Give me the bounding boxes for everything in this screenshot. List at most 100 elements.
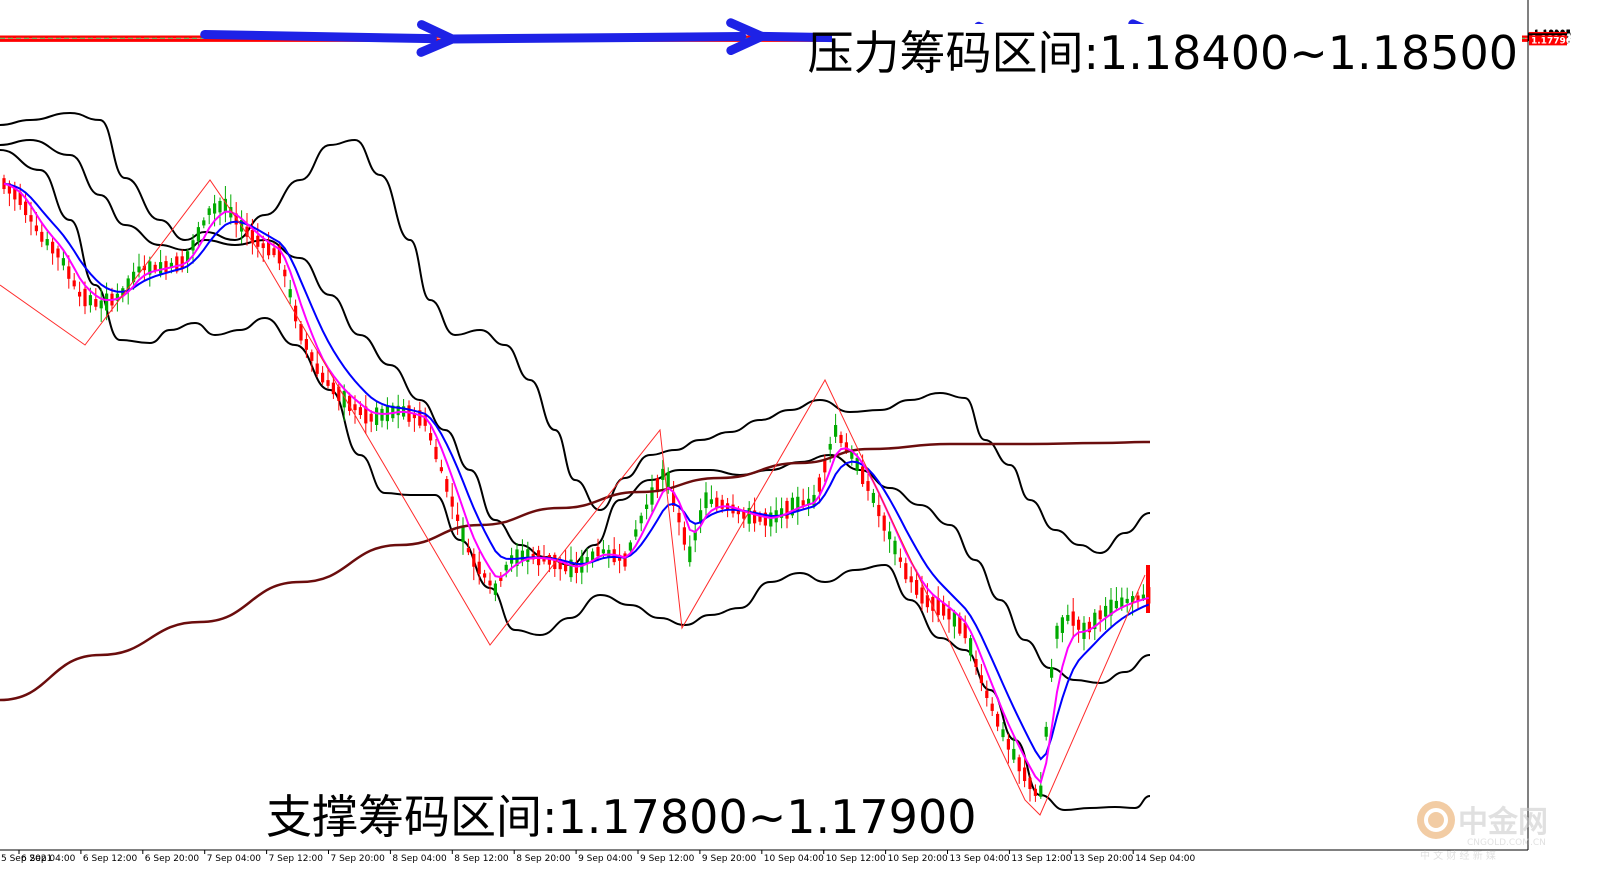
bull-candle-body [666, 472, 670, 490]
bear-candle-body [942, 602, 946, 616]
slow-moving-average [0, 440, 1151, 702]
x-tick-label: 10 Sep 12:00 [826, 854, 886, 864]
bull-candle-body [790, 497, 794, 516]
watermark-en: CNGOLD.COM.CN [1467, 838, 1546, 848]
bull-candle-body [709, 499, 713, 504]
bear-candle-body [78, 291, 82, 297]
bear-candle-body [56, 248, 60, 258]
bull-candle-body [186, 251, 190, 262]
bear-candle-body [456, 514, 460, 521]
bull-candle-body [137, 266, 141, 273]
bear-candle-body [1136, 595, 1140, 601]
x-tick-label: 13 Sep 04:00 [950, 854, 1010, 864]
watermark-sub: 中 文 财 经 新 媒 [1420, 849, 1496, 862]
bear-candle-body [979, 675, 983, 684]
bear-candle-body [958, 615, 962, 634]
watermark-cn: 中金网 [1458, 805, 1548, 840]
bear-candle-body [472, 553, 476, 567]
bull-candle-body [169, 262, 173, 268]
bull-candle-body [871, 492, 875, 503]
watermark-logo: 中金网 CNGOLD.COM.CN 中 文 财 经 新 媒 [1417, 801, 1548, 862]
bear-candle-body [72, 280, 76, 287]
bull-candle-body [969, 638, 973, 656]
x-tick-label: 14 Sep 04:00 [1135, 854, 1195, 864]
bear-candle-body [180, 256, 184, 270]
bear-candle-body [564, 561, 568, 572]
bear-candle-body [936, 598, 940, 616]
bull-candle-body [952, 612, 956, 627]
bull-candle-body [661, 468, 665, 480]
bull-candle-body [704, 492, 708, 509]
bull-candle-body [888, 531, 892, 540]
trend-arrow-up-1-shaft [447, 32, 747, 44]
bull-candle-body [834, 425, 838, 437]
bear-candle-body [13, 187, 17, 200]
bear-candle-body [407, 405, 411, 422]
bear-candle-body [153, 264, 157, 272]
bear-candle-body [920, 587, 924, 604]
bear-candle-body [963, 623, 967, 639]
x-tick-label: 13 Sep 12:00 [1011, 854, 1071, 864]
bear-candle-body [877, 504, 881, 517]
bull-candle-body [650, 487, 654, 505]
bull-candle-body [796, 496, 800, 512]
bollinger-middle-band [0, 138, 1151, 685]
bear-candle-body [348, 395, 352, 411]
bull-candle-body [585, 557, 589, 564]
bull-candle-body [493, 583, 497, 595]
bear-candle-body [866, 481, 870, 491]
bull-candle-body [61, 258, 65, 266]
bull-candle-body [807, 498, 811, 505]
bull-candle-body [1131, 596, 1135, 603]
support-price-badge-bg [1529, 35, 1567, 46]
bear-candle-body [94, 299, 98, 307]
bull-candle-body [893, 540, 897, 555]
bear-candle-body [898, 557, 902, 562]
trend-arrow-down-1-shaft [200, 29, 437, 44]
bull-candle-body [526, 549, 530, 562]
bull-candle-body [213, 203, 217, 214]
bear-candle-body [1087, 621, 1091, 633]
bear-candle-body [34, 225, 38, 232]
bull-candle-body [850, 451, 854, 459]
x-tick-label: 8 Sep 12:00 [454, 854, 509, 864]
bear-candle-body [1033, 788, 1037, 796]
bear-candle-body [304, 339, 308, 350]
bear-candle-body [915, 579, 919, 595]
bull-candle-body [688, 546, 692, 563]
bollinger-lower-band [0, 149, 1151, 812]
bull-candle-body [148, 261, 152, 275]
bull-candle-body [218, 200, 222, 213]
bull-candle-body [126, 278, 130, 291]
bull-candle-body [1060, 617, 1064, 633]
bear-candle-body [261, 243, 265, 249]
bull-candle-body [1039, 785, 1043, 797]
bull-candle-body [115, 293, 119, 301]
bull-candle-body [634, 529, 638, 537]
bear-candle-body [925, 595, 929, 608]
x-tick-label: 9 Sep 12:00 [640, 854, 695, 864]
bear-candle-body [7, 183, 11, 194]
bull-candle-body [628, 542, 632, 551]
bull-candle-body [1050, 667, 1054, 678]
bear-candle-body [256, 235, 260, 247]
bull-candle-body [1012, 748, 1016, 760]
bull-candle-body [223, 198, 227, 213]
bear-candle-body [369, 413, 373, 422]
bear-candle-body [844, 442, 848, 452]
bear-candle-body [1006, 738, 1010, 750]
bear-candle-body [67, 266, 71, 279]
x-tick-label: 8 Sep 04:00 [392, 854, 447, 864]
bear-candle-body [974, 658, 978, 668]
bear-candle-body [596, 546, 600, 557]
bear-candle-body [315, 363, 319, 374]
support-price-badge: 1.17796 [1531, 36, 1572, 46]
x-tick-label: 6 Sep 12:00 [83, 854, 138, 864]
bollinger-upper-band [0, 111, 1151, 555]
bear-candle-body [326, 380, 330, 386]
bear-candle-body [715, 497, 719, 509]
bear-candle-body [429, 433, 433, 441]
bull-candle-body [515, 549, 519, 566]
bull-candle-body [828, 443, 832, 450]
